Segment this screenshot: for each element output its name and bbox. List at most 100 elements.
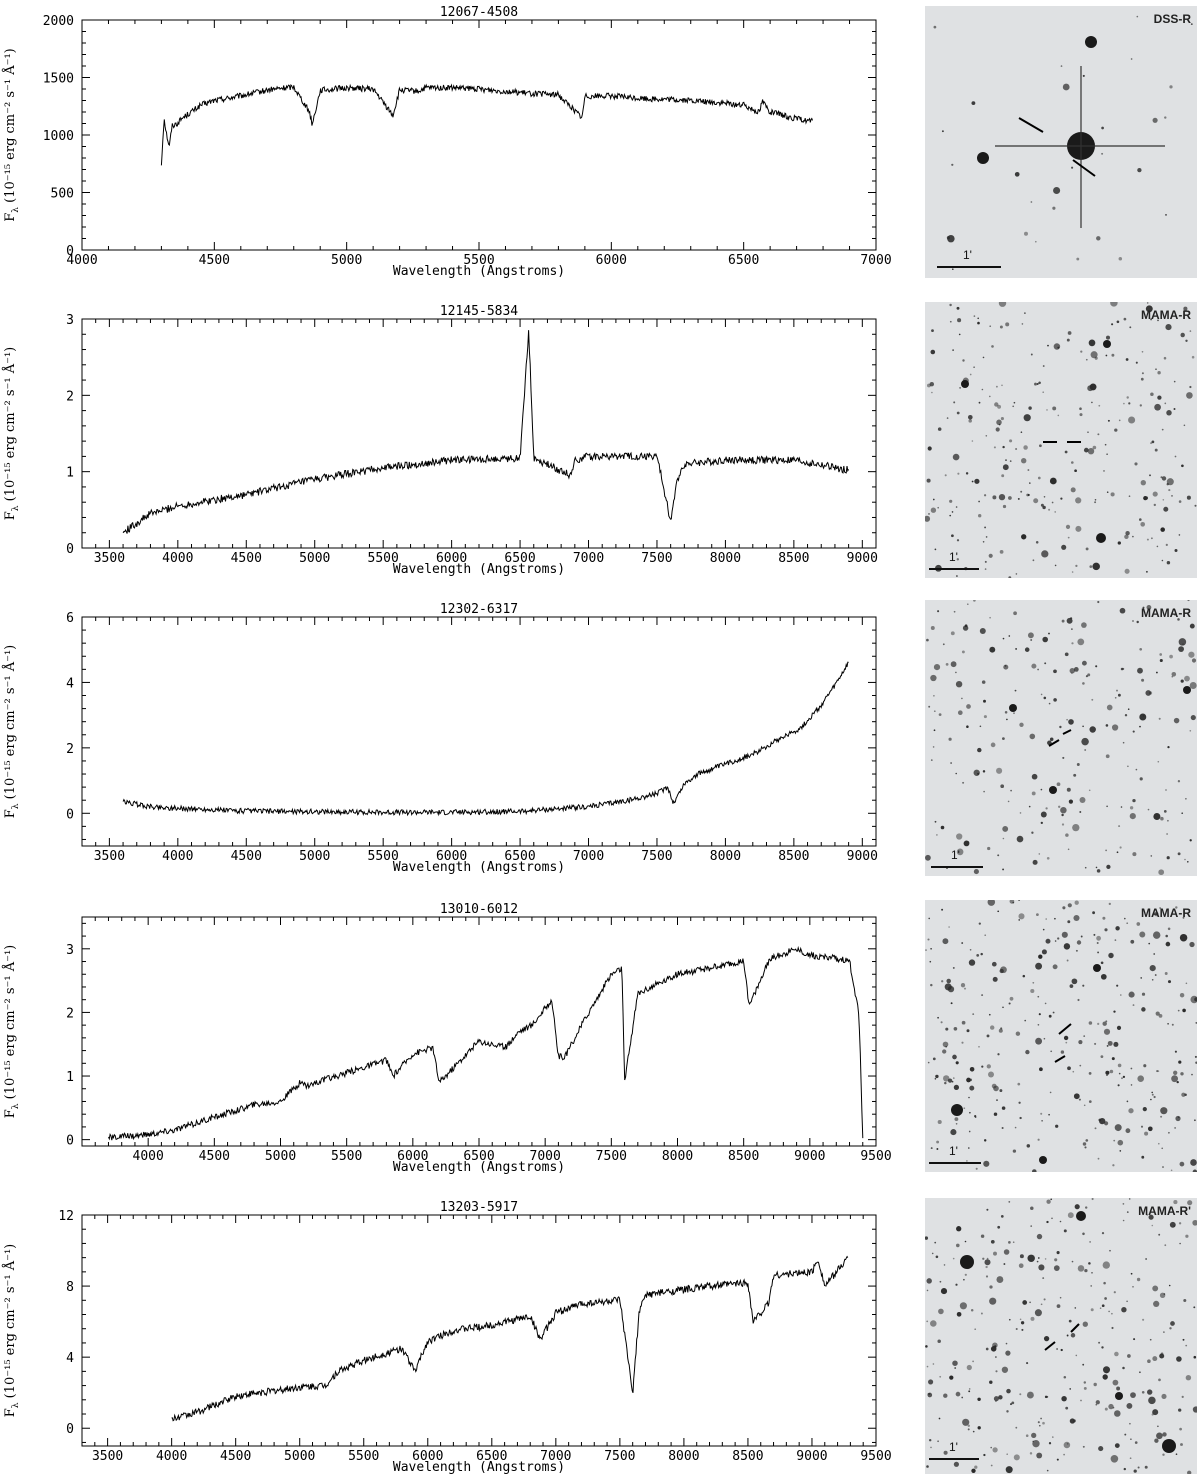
field-star	[1155, 671, 1158, 674]
field-star	[1076, 940, 1082, 945]
field-star	[986, 1257, 989, 1260]
field-star	[1119, 607, 1126, 614]
field-star	[1158, 869, 1165, 876]
field-star	[1123, 317, 1127, 321]
finder-chart-3-scale-bar	[931, 866, 983, 868]
x-tick-label: 7500	[596, 1149, 627, 1164]
field-star	[1063, 1375, 1067, 1379]
field-star	[1097, 1022, 1100, 1026]
field-star	[1025, 1049, 1030, 1055]
field-star	[950, 1129, 957, 1136]
y-tick-label: 1	[66, 1070, 74, 1085]
field-star	[1083, 1381, 1087, 1384]
field-star	[1082, 74, 1085, 77]
field-star	[1082, 1142, 1087, 1146]
field-star	[1036, 1260, 1039, 1263]
field-star	[1066, 959, 1069, 962]
field-star	[1145, 1258, 1147, 1260]
field-star	[1096, 942, 1099, 944]
field-star	[969, 1066, 975, 1072]
field-star	[932, 1057, 936, 1061]
spectrum-line-4	[108, 945, 864, 1141]
field-star	[953, 401, 956, 404]
x-tick-label: 6000	[412, 1449, 443, 1464]
field-star	[1019, 1393, 1022, 1396]
field-star	[1151, 1091, 1154, 1094]
field-star	[930, 507, 937, 513]
field-star	[1084, 1146, 1087, 1149]
field-star	[1130, 1084, 1133, 1086]
field-star	[1002, 825, 1009, 832]
field-star	[1065, 1406, 1069, 1410]
field-star	[1150, 318, 1153, 321]
field-star	[1136, 15, 1139, 18]
field-star	[946, 978, 951, 984]
field-star	[1147, 1359, 1151, 1363]
field-star	[1122, 1203, 1125, 1205]
field-star	[1171, 1023, 1174, 1026]
field-star	[1032, 1440, 1040, 1448]
field-star	[1162, 1432, 1167, 1437]
field-star	[1040, 693, 1043, 696]
field-star	[1114, 1443, 1120, 1448]
field-star	[1052, 1011, 1055, 1014]
field-star	[952, 349, 954, 351]
field-star	[1053, 1265, 1060, 1271]
field-star	[1104, 1407, 1108, 1411]
field-star	[951, 163, 954, 166]
x-tick-label: 5500	[348, 1449, 379, 1464]
field-star	[1161, 559, 1164, 562]
field-star	[1181, 812, 1183, 814]
field-star	[1142, 1318, 1145, 1321]
field-star	[1163, 1331, 1165, 1333]
field-star	[1093, 933, 1096, 936]
field-star	[1073, 667, 1079, 672]
field-star	[1006, 718, 1008, 721]
field-star	[1031, 663, 1037, 669]
field-star	[1011, 1401, 1015, 1405]
field-star	[1178, 534, 1181, 536]
field-star	[959, 387, 961, 389]
field-star	[952, 1054, 957, 1060]
field-star	[1019, 722, 1024, 727]
field-star	[997, 1053, 1000, 1056]
field-star	[1081, 660, 1087, 666]
field-star	[1140, 377, 1144, 381]
field-star	[1007, 800, 1010, 803]
field-star	[1129, 813, 1136, 820]
field-star	[1152, 117, 1158, 123]
field-star	[943, 1393, 948, 1398]
field-star	[1024, 1019, 1027, 1022]
field-star	[1061, 931, 1068, 938]
field-star	[990, 1346, 997, 1352]
field-star	[1003, 1249, 1010, 1255]
field-star	[1090, 1308, 1094, 1312]
field-star	[1060, 65, 1063, 67]
field-star	[1106, 491, 1109, 493]
field-star	[981, 1065, 984, 1068]
field-star	[937, 1016, 939, 1019]
field-star	[1079, 1064, 1082, 1067]
field-star	[1084, 1268, 1088, 1273]
x-tick-label: 9500	[860, 1149, 891, 1164]
field-star	[950, 631, 955, 636]
y-tick-label: 3	[66, 313, 74, 328]
field-star	[939, 1375, 942, 1378]
field-star	[1132, 1004, 1135, 1007]
field-star	[1054, 511, 1056, 513]
field-star	[975, 1167, 978, 1170]
field-star	[1048, 1014, 1052, 1018]
field-star	[1034, 1309, 1042, 1317]
field-star	[1038, 1013, 1041, 1016]
field-star	[1139, 931, 1146, 938]
field-star	[1031, 773, 1038, 780]
field-star	[930, 759, 933, 761]
field-star	[1078, 1098, 1081, 1101]
field-star	[1088, 1262, 1091, 1265]
field-star	[1082, 1232, 1085, 1236]
field-star	[963, 1278, 965, 1281]
field-star	[978, 500, 980, 503]
field-star	[1023, 445, 1028, 450]
field-star	[1146, 604, 1152, 610]
